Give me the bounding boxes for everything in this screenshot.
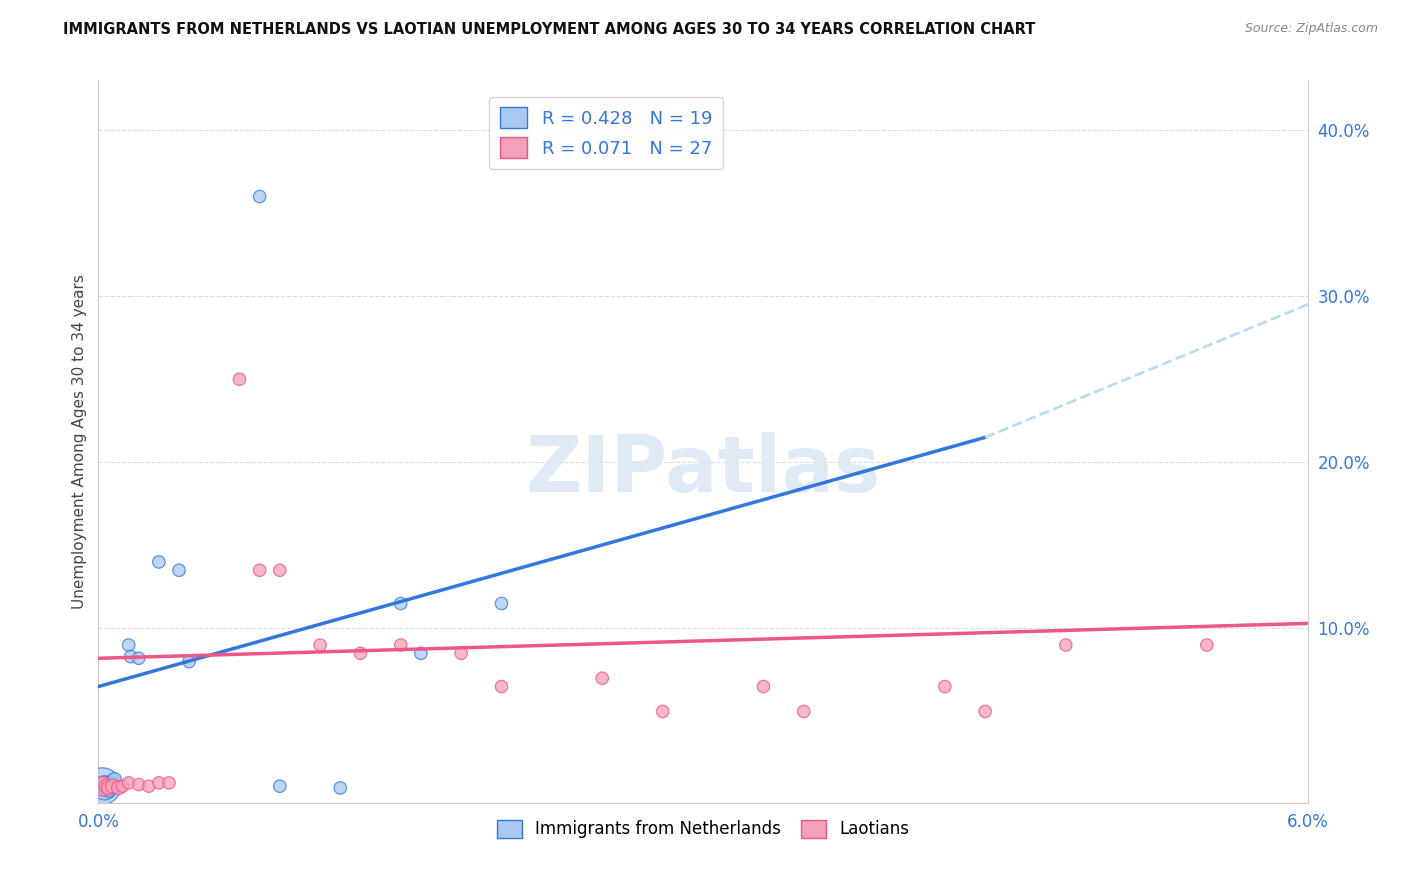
- Point: [128, 778, 150, 792]
- Point: [1054, 638, 1077, 652]
- Point: [651, 705, 673, 719]
- Point: [120, 649, 142, 664]
- Point: [269, 563, 291, 577]
- Point: [97, 780, 120, 795]
- Point: [249, 189, 271, 203]
- Point: [389, 638, 412, 652]
- Point: [107, 780, 129, 795]
- Point: [934, 680, 956, 694]
- Point: [148, 776, 170, 790]
- Point: [228, 372, 250, 386]
- Point: [118, 776, 141, 790]
- Point: [793, 705, 815, 719]
- Text: Source: ZipAtlas.com: Source: ZipAtlas.com: [1244, 22, 1378, 36]
- Point: [111, 779, 134, 793]
- Point: [157, 776, 180, 790]
- Point: [179, 655, 201, 669]
- Point: [409, 646, 432, 660]
- Point: [309, 638, 332, 652]
- Point: [91, 779, 114, 793]
- Point: [349, 646, 371, 660]
- Point: [249, 563, 271, 577]
- Point: [101, 779, 124, 793]
- Legend: Immigrants from Netherlands, Laotians: Immigrants from Netherlands, Laotians: [491, 813, 915, 845]
- Point: [491, 597, 513, 611]
- Point: [97, 780, 120, 795]
- Point: [100, 778, 122, 792]
- Point: [93, 780, 115, 795]
- Point: [329, 780, 352, 795]
- Point: [148, 555, 170, 569]
- Point: [591, 671, 613, 685]
- Point: [128, 651, 150, 665]
- Point: [118, 638, 141, 652]
- Point: [91, 779, 114, 793]
- Y-axis label: Unemployment Among Ages 30 to 34 years: Unemployment Among Ages 30 to 34 years: [72, 274, 87, 609]
- Point: [96, 779, 118, 793]
- Point: [752, 680, 775, 694]
- Point: [491, 680, 513, 694]
- Text: ZIPatlas: ZIPatlas: [526, 433, 880, 508]
- Point: [101, 779, 124, 793]
- Point: [96, 779, 118, 793]
- Point: [389, 597, 412, 611]
- Point: [138, 779, 160, 793]
- Point: [167, 563, 190, 577]
- Point: [1195, 638, 1218, 652]
- Point: [103, 772, 125, 787]
- Point: [450, 646, 472, 660]
- Text: IMMIGRANTS FROM NETHERLANDS VS LAOTIAN UNEMPLOYMENT AMONG AGES 30 TO 34 YEARS CO: IMMIGRANTS FROM NETHERLANDS VS LAOTIAN U…: [63, 22, 1036, 37]
- Point: [974, 705, 997, 719]
- Point: [269, 779, 291, 793]
